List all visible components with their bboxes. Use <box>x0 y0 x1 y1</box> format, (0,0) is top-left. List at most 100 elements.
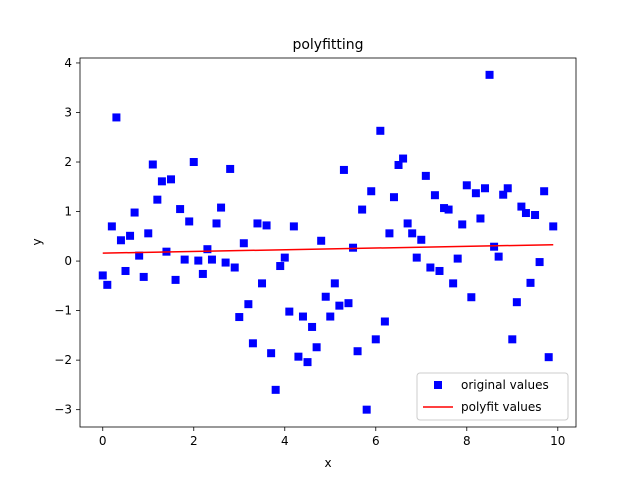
data-point <box>258 279 267 288</box>
data-point <box>449 279 458 288</box>
data-point <box>444 205 453 214</box>
data-point <box>430 191 439 200</box>
data-point <box>453 254 462 263</box>
data-point <box>503 184 512 193</box>
data-point <box>212 219 221 228</box>
data-point <box>121 266 130 275</box>
data-point <box>285 307 294 316</box>
data-point <box>326 312 335 321</box>
data-point <box>280 253 289 262</box>
x-axis-label: x <box>324 456 331 470</box>
x-tick-label: 8 <box>463 434 471 448</box>
data-point <box>180 255 189 264</box>
data-point <box>267 349 276 358</box>
data-point <box>490 242 499 251</box>
data-point <box>221 258 230 267</box>
data-point <box>549 222 558 231</box>
data-point <box>276 262 285 271</box>
legend-label: polyfit values <box>461 400 542 414</box>
data-point <box>531 211 540 220</box>
data-point <box>103 280 112 289</box>
data-point <box>403 219 412 228</box>
data-point <box>203 245 212 254</box>
data-point <box>330 279 339 288</box>
data-point <box>408 229 417 238</box>
data-point <box>526 278 535 287</box>
data-point <box>244 300 253 309</box>
plot-frame <box>79 57 577 428</box>
y-tick-label: 0 <box>64 254 72 268</box>
y-axis-label: y <box>30 238 44 245</box>
data-point <box>217 203 226 212</box>
data-point <box>239 239 248 248</box>
data-point <box>380 317 389 326</box>
data-point <box>421 171 430 180</box>
data-point <box>435 266 444 275</box>
data-point <box>335 301 344 310</box>
y-tick-label: 2 <box>64 155 72 169</box>
y-tick-label: 4 <box>64 56 72 70</box>
data-point <box>476 214 485 223</box>
data-point <box>426 263 435 272</box>
data-point <box>176 205 185 214</box>
data-point <box>512 298 521 307</box>
data-point <box>167 175 176 184</box>
data-point <box>371 335 380 344</box>
data-point <box>358 205 367 214</box>
data-point <box>198 269 207 278</box>
data-point <box>399 154 408 163</box>
x-tick-label: 6 <box>372 434 380 448</box>
data-point <box>385 229 394 238</box>
x-tick-label: 10 <box>550 434 565 448</box>
data-point <box>135 251 144 260</box>
data-point <box>517 202 526 211</box>
data-point <box>130 208 139 217</box>
data-point <box>367 187 376 196</box>
data-point <box>339 165 348 174</box>
data-point <box>412 253 421 262</box>
legend-box <box>416 372 569 421</box>
data-point <box>262 221 271 230</box>
data-point <box>440 204 449 213</box>
data-point <box>362 405 371 414</box>
data-point <box>230 263 239 272</box>
data-point <box>226 164 235 173</box>
y-tick-label: 1 <box>64 205 72 219</box>
x-tick-label: 4 <box>281 434 289 448</box>
data-point <box>458 220 467 229</box>
data-point <box>508 335 517 344</box>
data-point <box>153 195 162 204</box>
data-point <box>189 158 198 167</box>
data-point <box>289 222 298 231</box>
y-tick-label: −1 <box>54 304 72 318</box>
data-point <box>112 113 121 122</box>
data-point <box>294 352 303 361</box>
data-point <box>535 258 544 267</box>
legend-label: original values <box>461 378 549 392</box>
data-point <box>353 347 362 356</box>
data-point <box>139 272 148 281</box>
legend-marker <box>434 381 442 389</box>
data-point <box>116 236 125 245</box>
data-point <box>389 193 398 202</box>
data-point <box>540 187 549 196</box>
chart-title: polyfitting <box>292 37 363 53</box>
x-tick-label: 2 <box>190 434 198 448</box>
data-point <box>298 312 307 321</box>
data-point <box>194 256 203 265</box>
data-point <box>253 219 262 228</box>
data-point <box>544 353 553 362</box>
data-point <box>248 339 257 348</box>
data-point <box>485 70 494 79</box>
data-point <box>494 252 503 261</box>
data-point <box>312 343 321 352</box>
plot-area: 0 2 4 6 8 10 −3 −2 −1 0 1 2 3 4 <box>54 56 577 448</box>
data-point <box>144 229 153 238</box>
y-tick-label: 3 <box>64 105 72 119</box>
data-point <box>349 243 358 252</box>
data-point <box>471 189 480 198</box>
data-point <box>480 184 489 193</box>
data-point <box>521 209 530 218</box>
data-point <box>157 177 166 186</box>
x-tick-label: 0 <box>99 434 107 448</box>
